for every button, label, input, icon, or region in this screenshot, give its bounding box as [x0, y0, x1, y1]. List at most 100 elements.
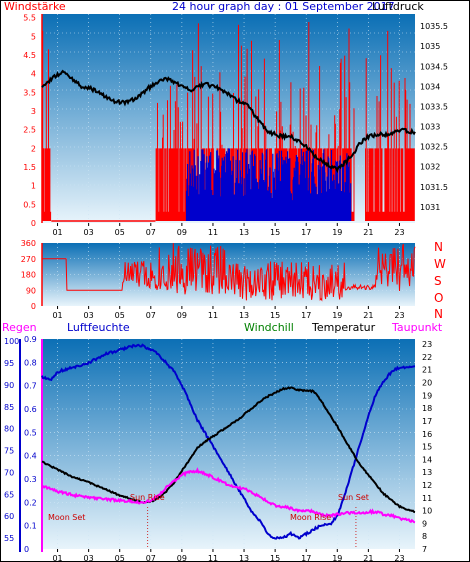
x-tick-label: 07: [146, 228, 156, 237]
x-tick-label: 21: [363, 228, 373, 237]
pressure-y-tick-label: 1031.5: [420, 183, 448, 192]
temperature-y-tick-label: 19: [422, 391, 432, 400]
wind-y-tick-label: 1: [31, 182, 36, 191]
x-tick-label: 19: [332, 554, 342, 562]
x-tick-label: 03: [84, 228, 94, 237]
pressure-y-tick-label: 1031: [420, 203, 440, 212]
x-tick-label: 23: [394, 554, 404, 562]
pressure-y-tick-label: 1033.5: [420, 102, 448, 111]
temperature-y-tick-label: 21: [422, 366, 432, 375]
temperature-y-tick-label: 23: [422, 340, 432, 349]
x-tick-label: 03: [84, 554, 94, 562]
humidity-line: [41, 343, 416, 540]
temperature-y-tick-label: 11: [422, 494, 432, 503]
pressure-y-tick-label: 1035: [420, 42, 440, 51]
humidity-y-tick-label: 70: [4, 468, 14, 477]
wind-y-tick-label: 1.5: [23, 163, 36, 172]
wind-y-tick-label: 5: [31, 32, 36, 41]
chart-title: 24 hour graph day : 01 September 2017: [172, 0, 395, 13]
rain-y-tick-label: 0.5: [24, 428, 37, 437]
temperature-y-tick-label: 15: [422, 443, 432, 452]
rain-y-tick-label: 0.3: [24, 475, 37, 484]
pressure-y-tick-label: 1032.5: [420, 143, 448, 152]
compass-n-bottom: N: [434, 307, 443, 321]
event-moon-set: Moon Set: [48, 513, 85, 522]
x-tick-label: 17: [301, 228, 311, 237]
x-tick-label: 11: [208, 554, 218, 562]
wind-y-tick-label: 4: [31, 70, 36, 79]
temperature-y-tick-label: 22: [422, 353, 432, 362]
temperature-y-tick-label: 18: [422, 404, 432, 413]
x-tick-label: 05: [115, 228, 125, 237]
humidity-y-tick-label: 75: [4, 447, 14, 456]
x-tick-label: 05: [115, 311, 125, 320]
windstaerke-label: Windstärke: [4, 0, 66, 13]
temperature-y-tick-label: 9: [422, 519, 427, 528]
humidity-y-tick-label: 90: [4, 381, 14, 390]
x-tick-label: 13: [239, 311, 249, 320]
x-tick-label: 09: [177, 311, 187, 320]
temperature-y-tick-label: 16: [422, 430, 432, 439]
x-tick-label: 15: [270, 311, 280, 320]
temperature-y-tick-label: 20: [422, 379, 432, 388]
temperature-y-tick-label: 8: [422, 532, 427, 541]
wind-y-tick-label: 2: [31, 144, 36, 153]
humidity-y-tick-label: 85: [4, 403, 14, 412]
compass-n: N: [434, 240, 443, 254]
temperature-y-tick-label: 14: [422, 455, 432, 464]
pressure-y-tick-label: 1034: [420, 82, 440, 91]
x-tick-label: 03: [84, 311, 94, 320]
direction-y-tick-label: 270: [21, 255, 36, 264]
x-tick-label: 13: [239, 554, 249, 562]
rain-y-tick-label: 0: [24, 545, 29, 554]
wind-y-tick-label: 0: [31, 219, 36, 228]
event-sun-rise: Sun Rise: [130, 493, 165, 502]
legend-regen: Regen: [2, 321, 37, 334]
pressure-y-tick-label: 1034.5: [420, 62, 448, 71]
x-tick-label: 01: [52, 228, 62, 237]
dewpoint-line: [41, 467, 416, 524]
wind-y-tick-label: 4.5: [23, 51, 36, 60]
x-tick-label: 09: [177, 554, 187, 562]
event-sun-set: Sun Set: [338, 493, 369, 502]
legend-temperatur: Temperatur: [311, 321, 376, 334]
rain-y-tick-label: 0.2: [24, 498, 37, 507]
legend-luftfeuchte: Luftfeuchte: [67, 321, 130, 334]
temperature-y-tick-label: 12: [422, 481, 432, 490]
temperature-y-tick-label: 10: [422, 507, 432, 516]
humidity-y-tick-label: 80: [4, 425, 14, 434]
temperature-y-tick-label: 17: [422, 417, 432, 426]
x-tick-label: 09: [177, 228, 187, 237]
rain-y-tick-label: 0.1: [24, 522, 37, 531]
direction-y-tick-label: 90: [26, 286, 36, 295]
humidity-y-tick-label: 60: [4, 512, 14, 521]
rain-y-tick-label: 0.7: [24, 382, 37, 391]
temperature-y-tick-label: 13: [422, 468, 432, 477]
x-tick-label: 01: [52, 554, 62, 562]
x-tick-label: 11: [208, 311, 218, 320]
humidity-y-tick-label: 100: [4, 337, 19, 346]
pressure-y-tick-label: 1033: [420, 123, 440, 132]
temperature-line: [41, 386, 416, 514]
rain-y-tick-label: 0.9: [24, 335, 37, 344]
pressure-line: [41, 69, 416, 174]
x-tick-label: 15: [270, 554, 280, 562]
event-moon-rise: Moon Rise: [290, 513, 331, 522]
legend-taupunkt: Taupunkt: [391, 321, 443, 334]
x-tick-label: 15: [270, 228, 280, 237]
x-tick-label: 19: [332, 228, 342, 237]
wind-y-tick-label: 2.5: [23, 126, 36, 135]
wind-y-tick-label: 0.5: [23, 200, 36, 209]
direction-y-tick-label: 0: [31, 302, 36, 311]
pressure-y-tick-label: 1035.5: [420, 22, 448, 31]
direction-y-tick-label: 360: [21, 239, 36, 248]
series: [41, 22, 416, 540]
x-tick-label: 17: [301, 311, 311, 320]
x-tick-label: 23: [394, 228, 404, 237]
x-tick-label: 19: [332, 311, 342, 320]
x-tick-label: 13: [239, 228, 249, 237]
x-tick-label: 07: [146, 554, 156, 562]
x-tick-label: 17: [301, 554, 311, 562]
